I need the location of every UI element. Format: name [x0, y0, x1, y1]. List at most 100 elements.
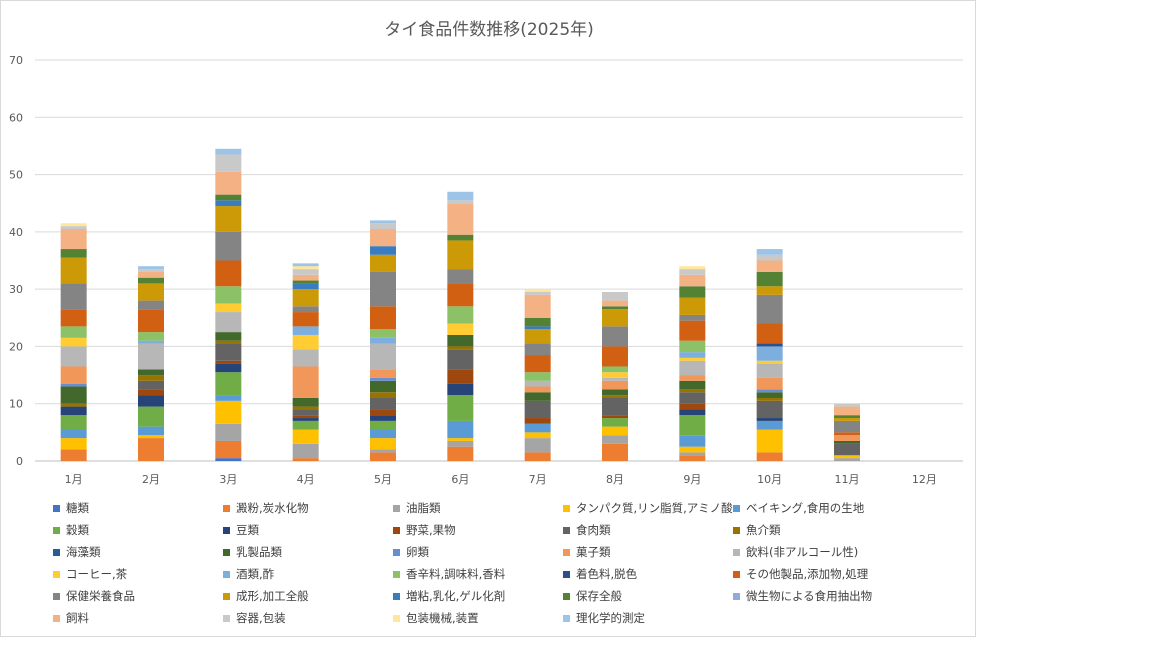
y-tick-label-70: 70	[9, 54, 23, 67]
legend-item-7: 豆類	[223, 521, 259, 539]
bar-segment-9-4	[679, 446, 706, 453]
bar-segment-5-2	[370, 452, 396, 461]
bar-segment-8-12	[602, 389, 628, 396]
legend-swatch	[733, 570, 740, 578]
bar-segment-4-8	[292, 415, 319, 419]
bar-segment-5-22	[370, 254, 396, 272]
legend-item-1: 糖類	[53, 499, 89, 517]
bar-segment-4-26	[292, 274, 319, 281]
x-tick-label-3: 3月	[219, 473, 237, 486]
bar-segment-8-4	[602, 426, 628, 436]
legend-label: 乳製品類	[236, 545, 282, 559]
bar-segment-10-9	[756, 400, 783, 419]
bar-segment-5-3	[370, 449, 396, 453]
y-tick-label-30: 30	[9, 283, 23, 296]
bar-segment-9-12	[679, 380, 706, 390]
bar-segment-3-5	[215, 395, 242, 401]
legend-item-6: 穀類	[53, 521, 89, 539]
bar-segment-7-18	[524, 372, 551, 381]
legend-item-2: 澱粉,炭水化物	[223, 499, 309, 517]
legend-item-8: 野菜,果物	[393, 521, 456, 539]
bar-segment-4-7	[292, 418, 319, 421]
bar-segment-2-24	[138, 277, 164, 284]
legend-item-4: タンパク質,リン脂質,アミノ酸	[563, 499, 733, 517]
bar-segment-3-7	[215, 363, 242, 373]
bar-segment-9-22	[679, 297, 706, 315]
bar-segment-10-2	[756, 452, 783, 461]
legend-item-26: 飼料	[53, 609, 89, 627]
bar-segment-6-9	[447, 349, 474, 370]
bar-segment-8-22	[602, 309, 628, 327]
legend-item-13: 卵類	[393, 543, 429, 561]
bar-segment-10-14	[756, 377, 783, 390]
legend-label: 容器,包装	[236, 611, 286, 625]
bar-segment-4-3	[292, 443, 319, 459]
bar-segment-3-9	[215, 343, 242, 361]
bar-segment-8-21	[602, 326, 628, 347]
legend-item-17: 酒類,酢	[223, 565, 274, 583]
bar-segment-5-7	[370, 415, 396, 421]
bar-segment-11-26	[834, 406, 860, 416]
bar-segment-1-20	[60, 309, 87, 327]
chart-title: タイ食品件数推移(2025年)	[384, 20, 594, 40]
bar-segment-3-21	[215, 231, 242, 261]
bar-segment-10-27	[756, 254, 783, 261]
bar-segment-8-15	[602, 377, 628, 381]
bar-segment-6-4	[447, 438, 474, 441]
bar-segment-8-2	[602, 443, 628, 461]
bar-segment-2-26	[138, 271, 164, 278]
bar-segment-3-2	[215, 440, 242, 459]
bar-segment-7-22	[524, 329, 551, 344]
bar-segment-6-26	[447, 203, 474, 235]
legend-label: 豆類	[236, 523, 259, 537]
bar-segment-11-12	[834, 440, 860, 444]
legend-swatch	[53, 614, 60, 622]
bar-segment-1-5	[60, 429, 87, 439]
bar-segment-11-3	[834, 458, 860, 461]
legend-item-9: 食肉類	[563, 521, 611, 539]
bar-segment-11-20	[834, 432, 860, 436]
y-tick-label-50: 50	[9, 169, 23, 182]
bar-segment-3-26	[215, 171, 242, 195]
bar-segment-4-10	[292, 406, 319, 410]
bar-segment-7-4	[524, 432, 551, 439]
bar-segment-5-4	[370, 438, 396, 450]
bar-segment-6-6	[447, 395, 474, 421]
legend-item-21: 保健栄養食品	[53, 587, 135, 605]
bar-segment-4-20	[292, 312, 319, 327]
x-tick-label-7: 7月	[529, 473, 547, 486]
bar-segment-1-27	[60, 226, 87, 229]
bar-segment-4-29	[292, 263, 319, 267]
bar-segment-2-12	[138, 369, 164, 376]
legend-swatch	[733, 504, 740, 512]
bar-segment-3-10	[215, 340, 242, 344]
bar-segment-1-10	[60, 403, 87, 407]
bar-segment-3-22	[215, 206, 242, 232]
bar-segment-8-10	[602, 395, 628, 398]
bar-segment-5-21	[370, 271, 396, 307]
legend-swatch	[223, 526, 230, 534]
bar-segment-8-6	[602, 418, 628, 427]
legend-swatch	[393, 504, 400, 512]
bar-segment-9-3	[679, 452, 706, 456]
bar-segment-7-21	[524, 343, 551, 356]
legend-swatch	[563, 570, 570, 578]
legend-label: 糖類	[66, 501, 89, 515]
bar-segment-2-18	[138, 332, 164, 341]
x-tick-label-6: 6月	[451, 473, 469, 486]
x-tick-label-8: 8月	[606, 473, 624, 486]
x-tick-label-9: 9月	[683, 473, 701, 486]
legend-label: 香辛料,調味料,香料	[406, 567, 506, 581]
bar-segment-2-7	[138, 395, 164, 407]
bar-segment-3-20	[215, 260, 242, 287]
bar-segment-3-23	[215, 200, 242, 207]
legend-item-12: 乳製品類	[223, 543, 282, 561]
legend-label: 微生物による食用抽出物	[746, 589, 873, 603]
bar-segment-3-16	[215, 303, 242, 313]
legend-item-3: 油脂類	[393, 499, 441, 517]
y-tick-label-0: 0	[16, 455, 23, 468]
bar-segment-4-21	[292, 306, 319, 313]
y-tick-label-40: 40	[9, 226, 23, 239]
legend-swatch	[563, 504, 570, 512]
bar-segment-5-18	[370, 329, 396, 338]
